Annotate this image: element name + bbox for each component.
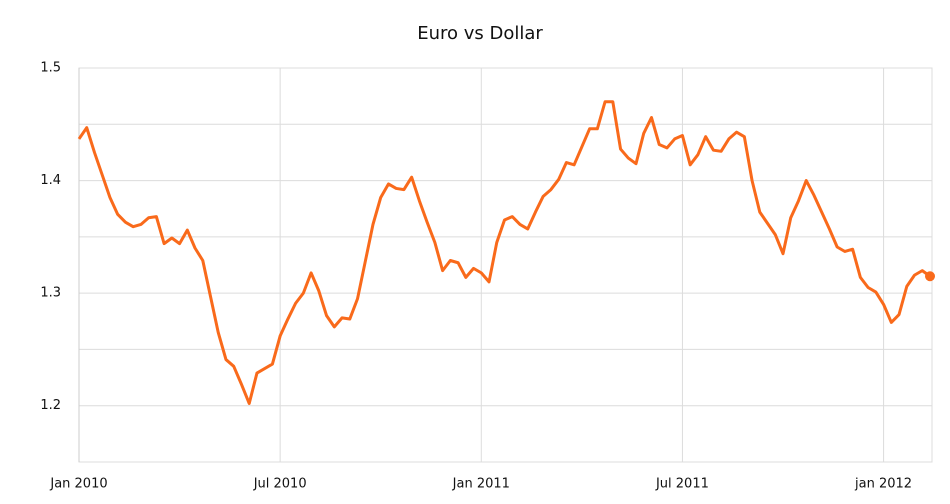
x-tick-label: jan 2012 [854,477,912,492]
line-series [77,100,931,405]
y-tick-label: 1.4 [40,173,61,188]
chart-title: Euro vs Dollar [417,23,543,44]
y-tick-label: 1.5 [40,61,61,76]
y-tick-label: 1.2 [40,398,61,413]
plot-frame [78,67,933,463]
y-tick-label: 1.3 [40,286,61,301]
last-point [925,271,935,282]
x-tick-label: Jul 2011 [655,477,709,492]
x-tick-label: Jan 2010 [49,477,107,492]
x-tick-label: Jan 2011 [452,477,510,492]
x-tick-label: Jul 2010 [253,477,307,492]
